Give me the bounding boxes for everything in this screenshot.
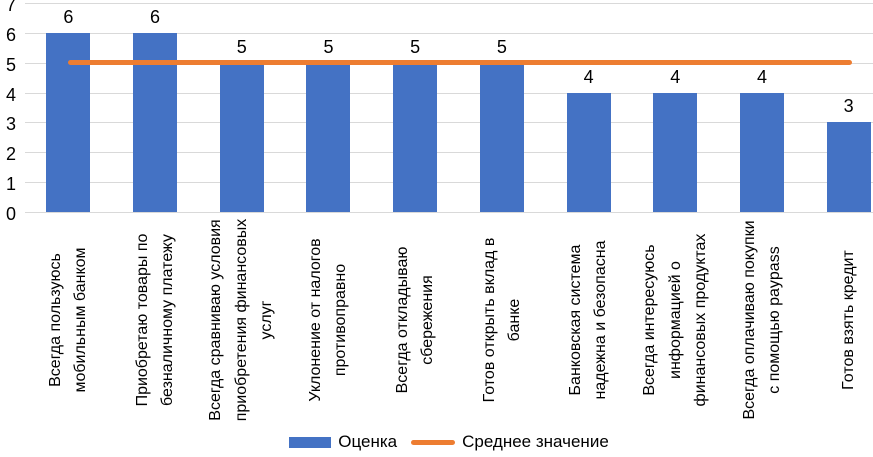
bar-column: 3: [805, 3, 873, 212]
bar-column: 6: [25, 3, 112, 212]
bar-series: 6 6 5 5 5 5 4 4 4 3: [25, 3, 873, 212]
y-axis-tick-label: 5: [5, 54, 16, 75]
gridline: [25, 152, 873, 154]
x-axis-category-label: Готов открыть вклад в банке: [480, 237, 523, 403]
x-axis-category-cell: Всегда сравниваю условия приобретения фи…: [198, 218, 285, 422]
bar-column: 4: [545, 3, 632, 212]
x-axis-category-cell: Всегда откладываю сбережения: [372, 218, 459, 422]
y-axis-tick-label: 0: [5, 204, 16, 224]
legend-line-swatch: [411, 439, 456, 445]
bar-column: 6: [112, 3, 199, 212]
gridline: [25, 212, 873, 213]
x-axis-category-label: Всегда интересуюсь информацией о финансо…: [640, 233, 710, 407]
gridline: [25, 122, 873, 124]
bar-value-label: 5: [496, 36, 507, 57]
x-axis-category-label: Всегда пользуюсь мобильным банком: [46, 247, 90, 393]
average-line: [68, 60, 852, 66]
bar: [219, 62, 264, 212]
bar-value-label: 4: [670, 66, 681, 87]
x-axis-category-labels: Всегда пользуюсь мобильным банком Приобре…: [25, 218, 873, 422]
legend: Оценка Среднее значение: [25, 431, 873, 453]
legend-item-label: Среднее значение: [462, 432, 609, 451]
bar: [653, 92, 698, 212]
bar-value-label: 6: [63, 6, 74, 27]
bar: [479, 62, 524, 212]
bar-column: 5: [372, 3, 459, 212]
y-axis-tick-label: 2: [5, 144, 16, 165]
y-axis-tick-label: 4: [5, 84, 16, 105]
bar-value-label: 4: [583, 66, 594, 87]
legend-item-average: Среднее значение: [411, 432, 609, 452]
x-axis-category-cell: Готов открыть вклад в банке: [459, 218, 546, 422]
bar: [306, 62, 351, 212]
legend-item-score: Оценка: [289, 432, 397, 452]
x-axis-category-label: Всегда сравниваю условия приобретения фи…: [207, 218, 276, 422]
y-axis-tick-label: 1: [5, 174, 16, 195]
gridline: [25, 92, 873, 94]
y-axis-tick-label: 6: [5, 24, 16, 45]
bar-column: 4: [719, 3, 806, 212]
bar-value-label: 5: [410, 36, 421, 57]
y-axis-tick-label: 7: [5, 0, 16, 15]
x-axis-category-cell: Всегда пользуюсь мобильным банком: [25, 218, 112, 422]
bar-column: 5: [285, 3, 372, 212]
bar: [566, 92, 611, 212]
x-axis-category-cell: Приобретаю товары по безналичному платеж…: [112, 218, 199, 422]
legend-bar-swatch: [289, 436, 332, 448]
x-axis-category-cell: Всегда оплачиваю покупки с помощью paypa…: [719, 218, 806, 422]
x-axis-category-label: Банковская система надежна и безопасна: [566, 240, 610, 400]
bar-value-label: 5: [323, 36, 334, 57]
bar-value-label: 3: [843, 96, 854, 117]
bar: [393, 62, 438, 212]
x-axis-category-cell: Уклонение от налогов противоправно: [285, 218, 372, 422]
x-axis-category-label: Всегда откладываю сбережения: [393, 246, 437, 394]
bar-column: 5: [198, 3, 285, 212]
gridline: [25, 32, 873, 34]
x-axis-category-label: Всегда оплачиваю покупки с помощью paypa…: [740, 220, 783, 420]
bar: [826, 122, 871, 212]
gridline: [25, 182, 873, 184]
bar-column: 4: [632, 3, 719, 212]
bar-value-label: 5: [236, 36, 247, 57]
plot-area: 0 1 2 3 4 5 6 7 6 6 5 5 5 5 4 4 4 3: [6, 0, 873, 224]
bar-value-label: 4: [756, 66, 767, 87]
gridline: [25, 3, 873, 4]
y-axis-tick-label: 3: [5, 114, 16, 135]
x-axis-category-cell: Банковская система надежна и безопасна: [545, 218, 632, 422]
bar: [739, 92, 784, 212]
bar-value-label: 6: [150, 6, 161, 27]
legend-item-label: Оценка: [338, 432, 398, 451]
x-axis-category-label: Уклонение от налогов противоправно: [306, 238, 350, 402]
x-axis-category-label: Готов взять кредит: [839, 250, 857, 390]
bar-column: 5: [459, 3, 546, 212]
x-axis-category-cell: Всегда интересуюсь информацией о финансо…: [632, 218, 719, 422]
x-axis-category-cell: Готов взять кредит: [805, 218, 873, 422]
x-axis-category-label: Приобретаю товары по безналичному платеж…: [133, 233, 177, 407]
